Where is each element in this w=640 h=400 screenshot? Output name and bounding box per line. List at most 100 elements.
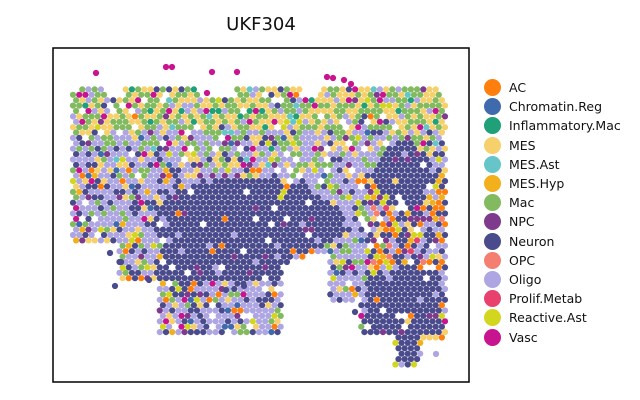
spot-neuron bbox=[407, 356, 414, 363]
spot-oligo bbox=[104, 215, 111, 222]
spot-oligo bbox=[231, 329, 238, 336]
spot-mac bbox=[417, 113, 424, 120]
spot-mac bbox=[172, 280, 179, 287]
spot-neuron bbox=[410, 199, 418, 206]
spot-oligo bbox=[76, 231, 83, 239]
spot-neuron bbox=[383, 312, 390, 319]
spot-oligo bbox=[141, 161, 148, 168]
spot-mac bbox=[193, 102, 201, 109]
spot-oligo bbox=[88, 91, 95, 98]
spot-mac bbox=[175, 113, 182, 120]
spot-mes bbox=[181, 134, 188, 141]
spot-chromatin-reg bbox=[187, 318, 194, 325]
spot-neuron bbox=[426, 172, 433, 179]
spot-mes bbox=[122, 107, 129, 115]
spot-neuron bbox=[197, 194, 204, 201]
spot-mes bbox=[197, 302, 204, 309]
spot-neuron bbox=[212, 221, 219, 228]
spot-oligo bbox=[193, 134, 201, 141]
spot-mes bbox=[252, 97, 259, 104]
spot-neuron bbox=[370, 302, 377, 309]
spot-neuron bbox=[302, 183, 309, 190]
spot-oligo bbox=[324, 188, 331, 195]
spot-neuron bbox=[299, 242, 306, 249]
spot-neuron bbox=[255, 275, 263, 282]
spot-mes bbox=[321, 97, 328, 104]
spot-neuron bbox=[240, 269, 247, 276]
spot-mes bbox=[401, 129, 408, 136]
spot-ac bbox=[218, 242, 225, 249]
spot-oligo bbox=[361, 124, 368, 131]
spot-neuron bbox=[429, 307, 436, 314]
spot-neuron bbox=[429, 318, 436, 325]
spot-mac bbox=[224, 102, 232, 109]
spot-mes bbox=[135, 118, 142, 125]
spot-neuron bbox=[203, 291, 210, 298]
spot-mac bbox=[144, 167, 151, 174]
spot-neuron bbox=[243, 264, 250, 271]
spot-mes bbox=[128, 129, 135, 136]
legend-item: Vasc bbox=[484, 327, 621, 346]
spot-oligo bbox=[166, 129, 173, 136]
spot-neuron bbox=[206, 210, 213, 217]
spot-neuron bbox=[373, 178, 380, 185]
spot-mac bbox=[234, 107, 241, 115]
spot-neuron bbox=[178, 269, 185, 276]
spot-neuron bbox=[156, 264, 163, 271]
spot-neuron bbox=[407, 291, 414, 298]
spot-reactive-ast bbox=[379, 199, 387, 206]
spot-neuron bbox=[398, 156, 405, 163]
spot-neuron bbox=[286, 253, 294, 260]
spot-mes bbox=[125, 231, 132, 239]
spot-neuron bbox=[265, 194, 272, 201]
spot-reactive-ast bbox=[193, 296, 201, 303]
spot-neuron bbox=[85, 183, 92, 190]
spot-neuron bbox=[386, 145, 393, 152]
spot-mac bbox=[395, 97, 402, 104]
spot-neuron bbox=[410, 188, 418, 195]
spot-mes bbox=[358, 172, 365, 179]
spot-mac bbox=[358, 107, 365, 115]
spot-mes bbox=[262, 102, 269, 109]
spot-mac bbox=[290, 151, 297, 158]
spot-neuron bbox=[268, 210, 275, 217]
spot-npc bbox=[373, 91, 380, 98]
spot-ac bbox=[370, 183, 377, 190]
spot-oligo bbox=[432, 248, 439, 255]
spot-neuron bbox=[376, 323, 383, 330]
spot-mes bbox=[327, 107, 334, 115]
spot-oligo bbox=[125, 134, 132, 141]
spot-neuron bbox=[426, 161, 433, 168]
spot-npc bbox=[441, 113, 449, 120]
spot-neuron bbox=[206, 199, 213, 206]
spot-mac bbox=[82, 124, 89, 131]
spot-reactive-ast bbox=[277, 194, 284, 201]
spot-mes bbox=[212, 124, 219, 131]
spot-neuron bbox=[305, 242, 312, 249]
spot-inflammatory-mac bbox=[246, 107, 253, 115]
spot-neuron bbox=[73, 161, 80, 168]
spot-oligo bbox=[94, 210, 101, 217]
spot-neuron bbox=[401, 226, 408, 233]
spot-mes bbox=[240, 172, 247, 179]
spot-mac bbox=[352, 237, 359, 244]
spot-mac bbox=[181, 124, 188, 131]
spot-mes bbox=[246, 97, 253, 104]
spot-mes bbox=[147, 215, 154, 222]
spot-mes bbox=[178, 97, 185, 104]
spot-neuron bbox=[417, 178, 424, 185]
spot-oligo bbox=[423, 210, 430, 217]
spot-neuron bbox=[200, 275, 207, 282]
spot-neuron bbox=[367, 253, 374, 260]
spot-oligo bbox=[228, 280, 235, 287]
spot-ac bbox=[122, 248, 129, 255]
spot-npc bbox=[379, 329, 387, 336]
spot-mes bbox=[383, 86, 390, 93]
spot-mac bbox=[404, 124, 411, 131]
spot-neuron bbox=[398, 145, 405, 152]
spot-mac bbox=[317, 102, 325, 109]
spot-neuron bbox=[336, 156, 343, 163]
spot-chromatin-reg bbox=[128, 183, 135, 190]
spot-oligo bbox=[321, 140, 328, 147]
spot-mac bbox=[330, 124, 337, 131]
